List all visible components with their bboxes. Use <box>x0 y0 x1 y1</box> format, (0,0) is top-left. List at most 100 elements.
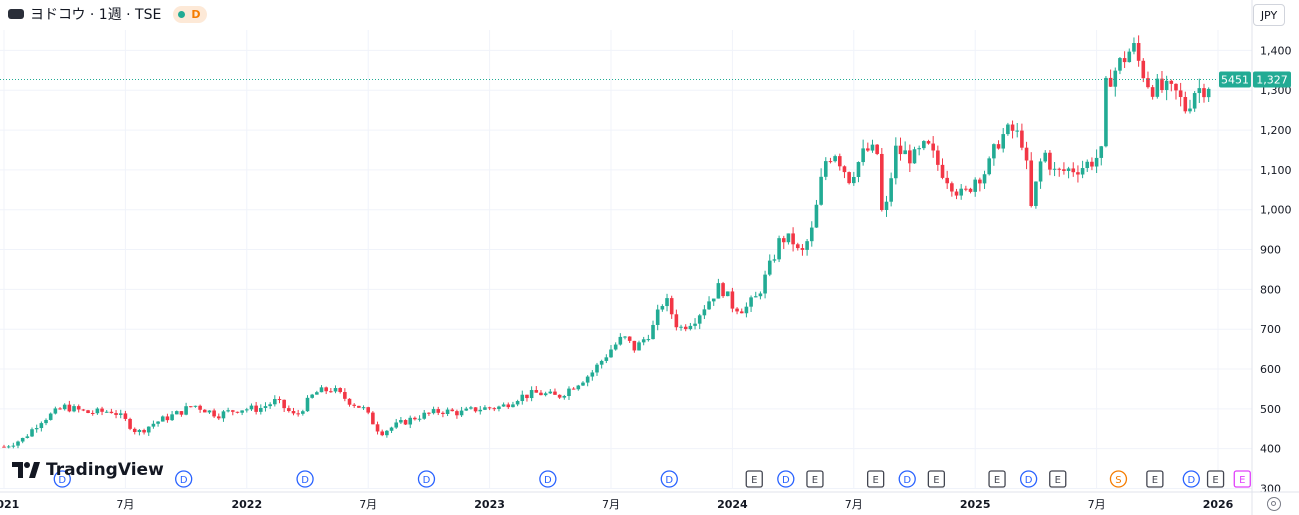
candle-body <box>1094 157 1099 167</box>
x-tick-label: 2021 <box>0 498 19 511</box>
currency-button[interactable]: JPY <box>1253 4 1285 26</box>
candle-body <box>76 406 81 410</box>
candle-body <box>1006 124 1010 135</box>
candle-body <box>599 360 604 365</box>
candle-body <box>819 176 823 205</box>
candle-body <box>562 395 567 398</box>
candle-body <box>1034 181 1038 206</box>
candle-body <box>978 179 982 184</box>
dividend-marker <box>1182 470 1200 488</box>
candle-body <box>954 191 959 196</box>
candle-body <box>772 259 777 261</box>
candle-body <box>1150 87 1155 97</box>
candle-body <box>543 393 548 396</box>
grid-lines <box>0 30 1252 489</box>
candle-body <box>613 344 618 350</box>
tradingview-logo-icon <box>12 462 40 478</box>
candle-body <box>343 392 347 399</box>
candle-body <box>497 406 501 410</box>
dividend-marker <box>660 470 678 488</box>
candle-body <box>1043 152 1048 162</box>
candle-body <box>833 156 837 162</box>
candle-body <box>394 422 399 428</box>
dividend-marker <box>898 470 916 488</box>
candle-body <box>856 162 861 177</box>
candle-body <box>1178 90 1183 98</box>
candle-body <box>725 291 730 297</box>
candle-body <box>674 314 679 328</box>
candle-body <box>632 340 637 351</box>
candle-body <box>520 394 525 402</box>
candle-body <box>90 412 95 414</box>
candle-body <box>170 414 174 421</box>
candle-body <box>11 445 16 447</box>
candle-body <box>688 325 693 330</box>
candle-body <box>399 420 403 423</box>
y-tick-label: 1,200 <box>1260 124 1292 137</box>
x-tick-label: 2024 <box>717 498 748 511</box>
event-marker-label: D <box>301 475 309 486</box>
candle-body <box>1076 172 1080 175</box>
candle-body <box>104 411 109 413</box>
earnings-marker <box>867 470 885 488</box>
candle-body <box>875 144 879 154</box>
candle-body <box>950 183 954 192</box>
candle-body <box>441 412 445 414</box>
candle-body <box>1174 83 1178 91</box>
candle-body <box>310 394 314 398</box>
candle-body <box>1104 77 1108 147</box>
chart-settings-icon[interactable] <box>1267 497 1281 511</box>
candle-body <box>137 429 142 433</box>
candle-body <box>515 401 520 405</box>
candle-body <box>604 357 609 361</box>
candle-body <box>786 233 791 243</box>
candle-body <box>1108 77 1113 87</box>
candle-body <box>146 426 151 433</box>
candle-body <box>1057 168 1062 170</box>
candle-body <box>936 150 940 165</box>
candle-body <box>235 411 240 413</box>
candle-body <box>245 409 249 411</box>
candle-body <box>207 410 212 413</box>
candle-body <box>329 391 333 393</box>
symbol-title[interactable]: ヨドコウ · 1週 · TSE <box>30 7 162 23</box>
candle-body <box>160 416 165 422</box>
candle-body <box>968 188 973 192</box>
candle-body <box>973 179 977 192</box>
candle-body <box>837 156 842 167</box>
earnings-marker <box>1049 470 1067 488</box>
candle-body <box>174 411 179 415</box>
candle-body <box>581 382 585 386</box>
candle-body <box>1206 88 1211 98</box>
event-marker-label: D <box>180 475 188 486</box>
candle-body <box>455 411 459 416</box>
candle-body <box>1038 161 1043 182</box>
candle-body <box>646 339 651 341</box>
candle-body <box>371 412 375 425</box>
event-marker-label: E <box>1239 475 1245 486</box>
candle-body <box>501 404 506 407</box>
candle-body <box>282 399 286 409</box>
candle-body <box>216 416 221 419</box>
candle-body <box>273 399 277 405</box>
market-status-pill[interactable]: D <box>173 5 208 23</box>
candle-body <box>595 364 599 373</box>
candle-body <box>539 392 543 396</box>
candle-body <box>721 283 725 297</box>
candle-body <box>529 390 534 399</box>
company-logo-icon <box>8 9 24 19</box>
candle-body <box>464 408 469 411</box>
candle-body <box>707 301 711 310</box>
candle-body <box>1029 160 1034 206</box>
volume-label: 5451 <box>1221 73 1249 86</box>
x-tick-label: 2022 <box>231 498 262 511</box>
candle-body <box>1169 80 1174 84</box>
candle-body <box>81 409 86 411</box>
candle-body <box>221 411 226 419</box>
tradingview-brand[interactable]: TradingView <box>12 460 164 480</box>
candle-body <box>39 423 44 429</box>
candle-body <box>511 404 515 408</box>
event-marker-label: D <box>903 475 911 486</box>
